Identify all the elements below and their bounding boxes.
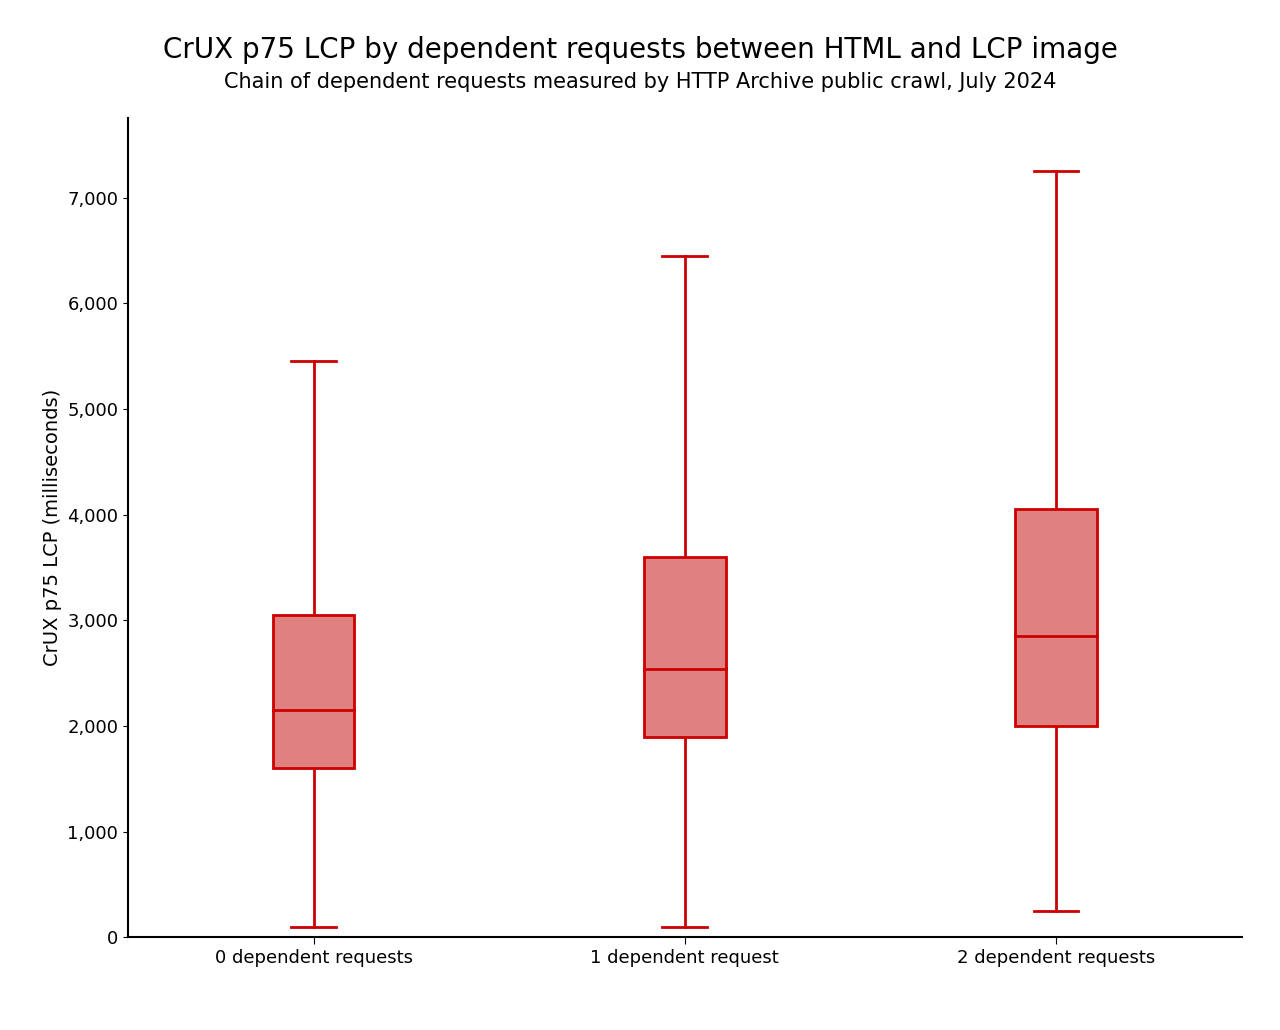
Text: Chain of dependent requests measured by HTTP Archive public crawl, July 2024: Chain of dependent requests measured by … xyxy=(224,72,1056,92)
FancyBboxPatch shape xyxy=(644,557,726,736)
FancyBboxPatch shape xyxy=(273,615,355,768)
Y-axis label: CrUX p75 LCP (milliseconds): CrUX p75 LCP (milliseconds) xyxy=(42,389,61,666)
Text: CrUX p75 LCP by dependent requests between HTML and LCP image: CrUX p75 LCP by dependent requests betwe… xyxy=(163,36,1117,64)
FancyBboxPatch shape xyxy=(1015,510,1097,726)
